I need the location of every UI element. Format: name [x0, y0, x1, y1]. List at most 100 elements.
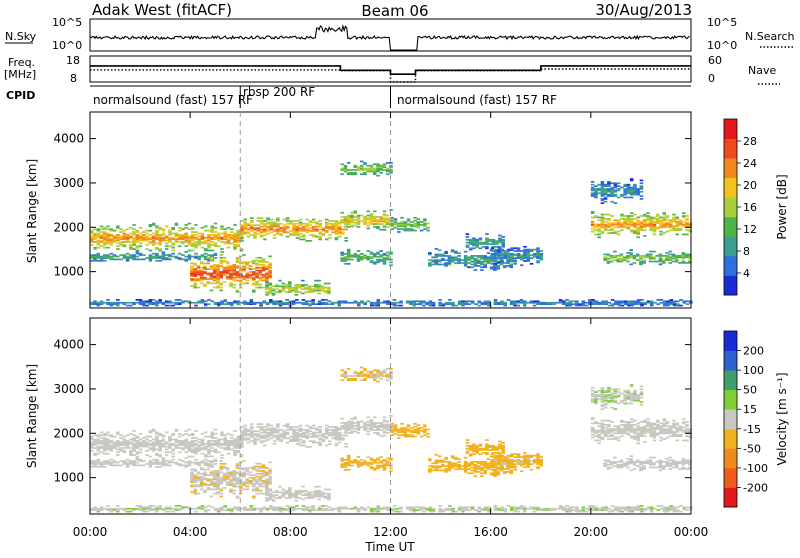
velocity-cell-r0: [116, 451, 120, 453]
power-cell-r10: [472, 237, 476, 239]
power-cell-r15: [350, 302, 354, 304]
velocity-cell-r2: [193, 488, 197, 490]
velocity-cell-r3: [253, 430, 257, 432]
velocity-cell-r11: [491, 469, 495, 471]
power-cell-r7: [389, 252, 393, 254]
velocity-cell-r5: [379, 429, 383, 431]
power-cell-r11: [517, 253, 521, 255]
power-cell-r12: [594, 224, 598, 226]
power-cell-r11: [500, 249, 504, 251]
power-cell-r10: [469, 239, 473, 241]
velocity-cell-r11: [497, 455, 501, 457]
velocity-cell-r6: [340, 374, 344, 376]
velocity-cell-r11: [526, 455, 530, 457]
velocity-cell-r4: [314, 486, 318, 488]
velocity-cell-r0: [236, 436, 240, 438]
power-cell-r3: [270, 222, 274, 224]
velocity-cell-r0: [139, 451, 143, 453]
power-cell-r15: [139, 299, 143, 301]
velocity-cell-r4: [282, 489, 286, 491]
power-cell-r15: [510, 300, 514, 302]
power-cell-r14: [636, 188, 640, 190]
velocity-cell-r4: [304, 497, 308, 499]
velocity-cell-r2: [259, 493, 263, 495]
power-cell-r15: [422, 300, 426, 302]
velocity-cell-r6: [373, 374, 377, 376]
power-cell-r2: [200, 282, 204, 284]
power-colorbar-tick-label: 8: [743, 245, 750, 258]
power-cell-r7: [373, 253, 377, 255]
freq-unit: [MHz]: [4, 68, 36, 81]
velocity-cell-r0: [220, 432, 224, 434]
velocity-cell-r7: [363, 460, 367, 462]
power-cell-r0: [188, 250, 192, 252]
power-cell-r0: [204, 240, 208, 242]
velocity-cell-r3: [263, 426, 267, 428]
power-cell-r12: [662, 217, 666, 219]
power-cell-r9: [438, 259, 442, 261]
power-cell-r15: [373, 302, 377, 304]
velocity-cell-r5: [360, 426, 364, 428]
velocity-cell-r1: [155, 466, 159, 468]
power-cell-r2: [232, 277, 236, 279]
power-cell-r15: [666, 300, 670, 302]
power-cell-r3: [328, 234, 332, 236]
velocity-cell-r3: [299, 428, 303, 430]
power-cell-r2: [229, 282, 233, 284]
power-cell-r3: [289, 233, 293, 235]
power-cell-r10: [498, 237, 502, 239]
power-colorbar-swatch: [724, 197, 737, 217]
power-cell-r15: [429, 300, 433, 302]
power-cell-r11: [497, 249, 501, 251]
power-cell-r15: [608, 302, 612, 304]
velocity-cell-r0: [149, 430, 153, 432]
power-cell-r10: [485, 233, 489, 235]
velocity-cell-r1: [178, 463, 182, 465]
velocity-cell-r12: [601, 437, 605, 439]
velocity-cell-r9: [451, 462, 455, 464]
velocity-cell-r7: [389, 470, 393, 472]
velocity-cell-r6: [360, 367, 364, 369]
velocity-cell-r4: [278, 491, 282, 493]
power-cell-r14: [630, 197, 634, 199]
velocity-cell-r0: [171, 433, 175, 435]
velocity-cell-r0: [233, 439, 237, 441]
power-cell-r3: [331, 220, 335, 222]
power-cell-r0: [123, 241, 127, 243]
power-cell-r15: [572, 300, 576, 302]
power-cell-r3: [305, 229, 309, 231]
power-cell-r15: [116, 299, 120, 301]
velocity-cell-r3: [328, 432, 332, 434]
power-cell-r1: [158, 260, 162, 262]
power-cell-r15: [617, 300, 621, 302]
power-cell-r12: [636, 226, 640, 228]
velocity-cell-r2: [255, 487, 259, 489]
velocity-cell-r0: [103, 437, 107, 439]
velocity-cell-r7: [366, 462, 370, 464]
power-cell-r15: [126, 305, 130, 307]
power-cell-r7: [376, 259, 380, 261]
velocity-cell-r0: [123, 447, 127, 449]
power-cell-r12: [633, 229, 637, 231]
power-cell-r15: [376, 299, 380, 301]
velocity-cell-r3: [253, 433, 257, 435]
power-cell-r3: [341, 231, 345, 233]
power-cell-r3: [338, 236, 342, 238]
velocity-cell-r9: [444, 461, 448, 463]
velocity-cell-r7: [370, 458, 374, 460]
velocity-cell-r12: [617, 437, 621, 439]
power-cell-r2: [262, 274, 266, 276]
power-cell-r15: [582, 300, 586, 302]
power-cell-r15: [357, 302, 361, 304]
velocity-cell-r11: [513, 463, 517, 465]
power-cell-r3: [266, 217, 270, 219]
power-cell-r2: [242, 265, 246, 267]
velocity-cell-r2: [197, 476, 201, 478]
velocity-cell-r1: [194, 462, 198, 464]
power-cell-r1: [149, 254, 153, 256]
power-cell-r2: [206, 281, 210, 283]
power-cell-r6: [386, 162, 390, 164]
power-cell-r15: [194, 305, 198, 307]
velocity-cell-r0: [194, 443, 198, 445]
velocity-cell-r7: [357, 460, 361, 462]
